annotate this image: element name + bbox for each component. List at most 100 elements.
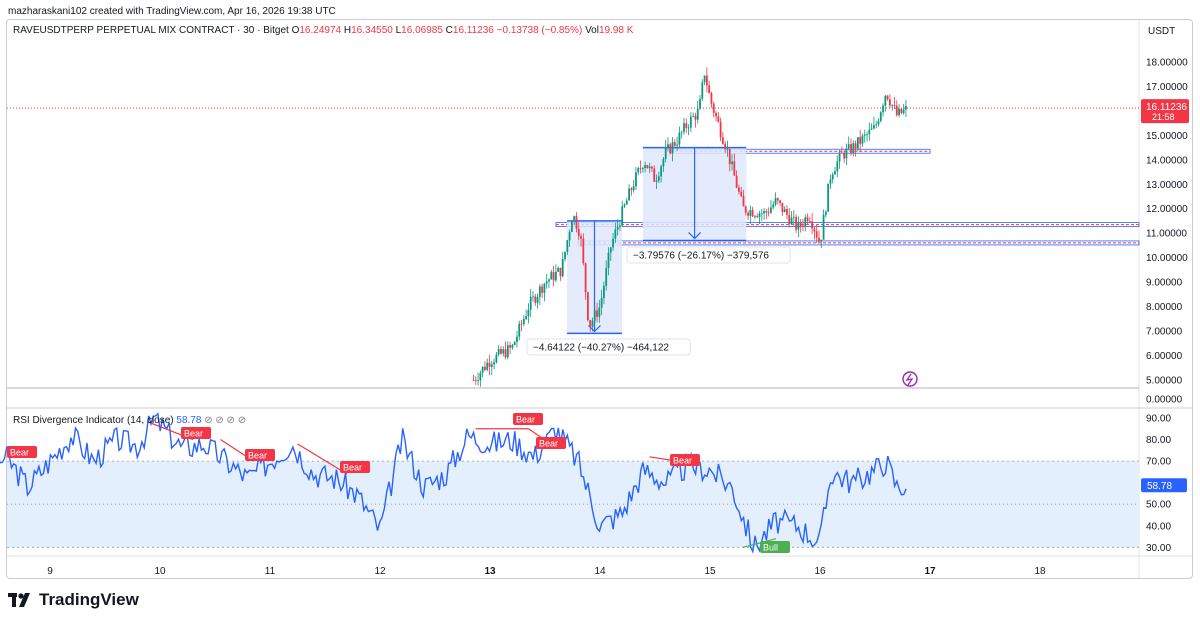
rsi-visibility-icons[interactable]: ⊘ ⊘ ⊘ ⊘ <box>204 415 247 426</box>
last-price-countdown: 21:58 <box>1152 112 1175 122</box>
candle-body <box>623 204 626 207</box>
time-tick-label: 18 <box>1034 566 1046 577</box>
low-label: L <box>395 25 402 36</box>
candle-body <box>529 296 532 310</box>
candle-body <box>477 380 479 381</box>
symbol-name[interactable]: RAVEUSDTPERP PERPETUAL MIX CONTRACT · 30… <box>13 25 289 36</box>
candle-body <box>788 214 791 225</box>
price-tick-label: 10.00000 <box>1146 253 1188 264</box>
candle-body <box>570 221 573 233</box>
signal-label-bg <box>181 427 211 439</box>
candle-body <box>614 229 617 239</box>
rsi-line <box>0 412 907 554</box>
candle-body <box>852 143 855 154</box>
tradingview-logo: TradingView <box>8 590 139 610</box>
candle-body <box>502 349 505 354</box>
measure-label-1: −3.79576 (−26.17%) −379,576 <box>626 246 791 264</box>
candle-body <box>632 186 635 191</box>
signal-label-bg <box>245 449 275 461</box>
candle-body <box>532 296 534 298</box>
candle-body <box>806 217 809 222</box>
candle-body <box>808 221 811 222</box>
candle-body <box>847 144 850 149</box>
candle-body <box>905 105 907 110</box>
bear-label: Bear <box>245 449 275 461</box>
candle-body <box>797 222 800 230</box>
candle-body <box>630 188 633 191</box>
time-tick-label: 15 <box>704 566 716 577</box>
signal-label-text: Bear <box>248 451 267 461</box>
candle-body <box>552 272 555 281</box>
candle-body <box>699 98 701 109</box>
candle-body <box>751 209 754 217</box>
bear-label: Bear <box>7 446 37 458</box>
candle-body <box>767 212 770 214</box>
candle-body <box>749 209 752 216</box>
candle-body <box>641 168 644 169</box>
candle-body <box>882 105 884 113</box>
rsi-title-value: 58.78 <box>176 415 202 426</box>
candle-body <box>600 298 603 308</box>
rsi-band <box>7 461 1139 548</box>
rsi-title[interactable]: RSI Divergence Indicator (14, close) 58.… <box>13 415 246 426</box>
candle-body <box>712 103 715 113</box>
candle-body <box>518 323 521 337</box>
candle-body <box>619 225 621 227</box>
candle-body <box>774 198 777 205</box>
candle-body <box>509 345 512 348</box>
candle-body <box>879 112 882 122</box>
signal-label-text: Bear <box>673 456 692 466</box>
candle-body <box>541 286 544 293</box>
candle-body <box>609 247 612 253</box>
candle-body <box>495 354 498 363</box>
volume-value: 19.98 K <box>598 25 634 36</box>
measure-label-2: −4.64122 (−40.27%) −464,122 <box>526 338 691 356</box>
candle-body <box>818 237 820 242</box>
candle-body <box>635 172 637 187</box>
signal-label-bg <box>7 446 37 458</box>
candle-body <box>660 166 663 177</box>
candle-body <box>564 251 566 260</box>
candle-body <box>545 281 548 284</box>
candle-body <box>781 202 784 213</box>
candle-body <box>728 148 731 165</box>
candle-body <box>820 239 823 242</box>
candle-body <box>490 364 493 367</box>
candle-body <box>891 104 894 106</box>
candle-body <box>598 307 601 317</box>
candle-body <box>877 121 880 125</box>
candle-body <box>763 211 765 214</box>
candle-body <box>738 187 740 192</box>
signal-label-text: Bear <box>516 415 535 425</box>
divergence-line <box>742 538 777 548</box>
candle-body <box>827 183 830 212</box>
rsi-tick-label: 70.00 <box>1146 457 1171 468</box>
candle-body <box>628 188 630 201</box>
candle-body <box>575 216 578 229</box>
candle-body <box>603 285 605 299</box>
candle-body <box>653 168 656 182</box>
candle-body <box>843 152 846 159</box>
candle-body <box>573 216 576 222</box>
candle-body <box>783 208 786 213</box>
candle-body <box>834 171 836 175</box>
candle-body <box>612 238 614 248</box>
price-tick-label: 14.00000 <box>1146 155 1188 166</box>
candle-body <box>786 208 788 215</box>
candle-body <box>868 129 871 135</box>
candle-body <box>742 195 745 207</box>
candle-body <box>589 320 592 327</box>
candle-body <box>685 123 688 129</box>
candle-body <box>621 206 624 226</box>
candle-body <box>676 144 679 146</box>
candle-body <box>646 165 649 169</box>
high-label: H <box>343 25 352 36</box>
candle-body <box>481 366 484 373</box>
candle-body <box>596 310 598 317</box>
candle-body <box>744 206 747 213</box>
candle-body <box>719 121 722 138</box>
candle-body <box>886 95 889 100</box>
time-tick-label: 13 <box>484 566 496 577</box>
rsi-tick-label: 80.00 <box>1146 435 1171 446</box>
